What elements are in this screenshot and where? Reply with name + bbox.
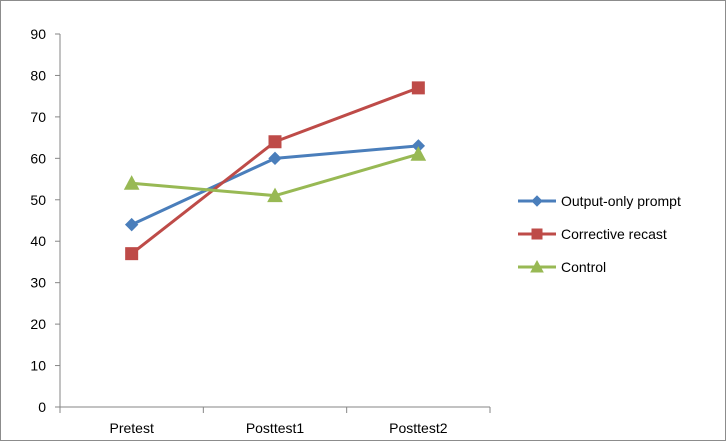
series-layer xyxy=(123,81,427,261)
y-tick-label: 60 xyxy=(30,150,46,166)
series-line xyxy=(130,86,419,255)
data-point xyxy=(268,135,282,149)
legend-marker xyxy=(531,195,543,207)
y-tick-label: 0 xyxy=(38,399,46,415)
x-tick-label: Pretest xyxy=(109,420,153,436)
data-point xyxy=(267,187,283,203)
y-tick-label: 40 xyxy=(30,233,46,249)
legend-marker xyxy=(530,259,544,273)
series-corrective-recast xyxy=(125,81,425,261)
y-tick-label: 50 xyxy=(30,192,46,208)
legend-label: Control xyxy=(561,259,606,275)
y-tick-label: 90 xyxy=(30,26,46,42)
legend-label: Corrective recast xyxy=(561,226,667,242)
x-tick-label: Posttest1 xyxy=(246,420,305,436)
legend-marker xyxy=(531,228,543,240)
legend-item: Output-only prompt xyxy=(518,193,681,209)
legend-item: Control xyxy=(518,259,606,275)
series-output-only-prompt xyxy=(124,139,426,232)
y-tick-label: 80 xyxy=(30,67,46,83)
data-point xyxy=(268,151,282,166)
legend-item: Corrective recast xyxy=(518,226,667,242)
data-point xyxy=(123,175,140,190)
y-tick-label: 20 xyxy=(30,316,46,332)
legend-label: Output-only prompt xyxy=(561,193,681,209)
data-point xyxy=(124,217,139,232)
y-tick-label: 10 xyxy=(30,358,46,374)
y-tick-label: 70 xyxy=(30,109,46,125)
data-point xyxy=(125,247,139,261)
data-point xyxy=(410,146,427,161)
data-point xyxy=(411,81,425,95)
x-tick-label: Posttest2 xyxy=(389,420,448,436)
y-tick-label: 30 xyxy=(30,275,46,291)
axes: 0 10 20 30 40 50 60 70 80 90 Pretest Posttest1 Postt… xyxy=(30,26,491,436)
legend: Output-only prompt Corrective recast Contr… xyxy=(518,193,681,275)
series-control xyxy=(123,146,427,203)
